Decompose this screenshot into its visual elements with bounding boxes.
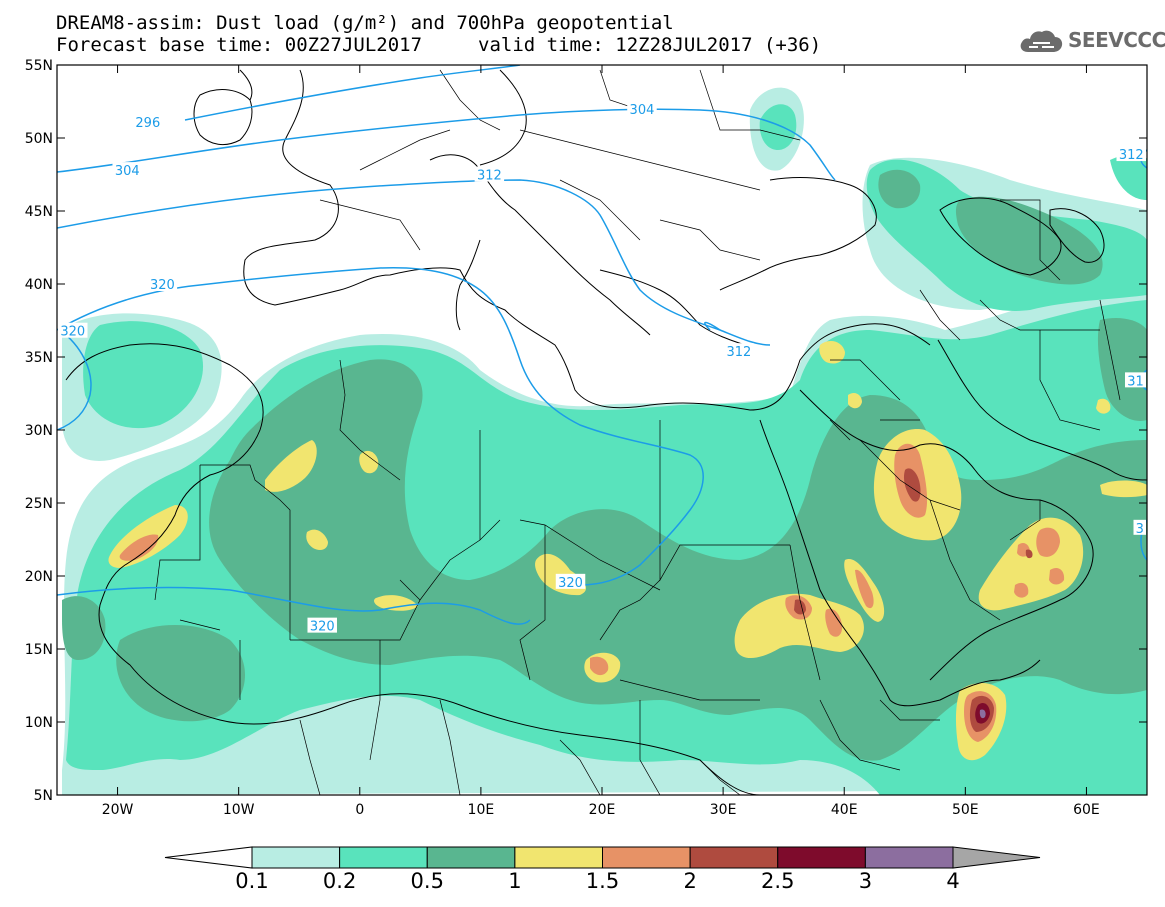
lon-tick-label: 0 xyxy=(355,802,364,818)
forecast-base-time: Forecast base time: 00Z27JUL2017 xyxy=(56,34,423,56)
cloud-icon xyxy=(1020,30,1063,52)
lat-tick-label: 15N xyxy=(25,642,53,658)
contour-label: 304 xyxy=(115,164,140,179)
contour-label: 320 xyxy=(60,325,85,340)
contour-label-bg xyxy=(133,113,163,129)
contour-label: 320 xyxy=(310,620,335,635)
lat-tick-label: 50N xyxy=(25,131,53,147)
contour-labels: 296 304 304 312 312 312 320 320 320 320 31 3 xyxy=(58,100,1146,635)
colorbar-box xyxy=(514,846,603,869)
contour-label-bg xyxy=(307,617,337,633)
colorbar-box xyxy=(251,846,341,869)
lat-tick-label: 40N xyxy=(25,277,53,293)
lon-tick-label: 50E xyxy=(952,802,979,818)
colorbar-over-triangle xyxy=(952,846,1041,869)
lon-tick-label: 60E xyxy=(1073,802,1100,818)
colorbar: 0.1 0.2 0.5 1 1.5 2 2.5 3 4 xyxy=(164,846,1041,893)
contour-label: 312 xyxy=(1119,148,1144,163)
colorbar-box xyxy=(689,846,779,869)
valid-time: valid time: 12Z28JUL2017 (+36) xyxy=(478,34,822,56)
longitude-ticks: 20W 10W 0 10E 20E 30E 40E 50E 60E xyxy=(102,65,1100,818)
contour-label: 312 xyxy=(726,345,751,360)
colorbar-label: 4 xyxy=(946,869,959,893)
lon-tick-label: 10E xyxy=(468,802,495,818)
contour-label: 3 xyxy=(1136,522,1144,537)
lat-tick-label: 30N xyxy=(25,423,53,439)
lat-tick-label: 5N xyxy=(34,788,53,804)
map-title: DREAM8-assim: Dust load (g/m²) and 700hP… xyxy=(56,12,674,34)
colorbar-label: 0.1 xyxy=(235,869,268,893)
contour-label: 320 xyxy=(558,576,583,591)
contour-label-bg xyxy=(1125,372,1146,388)
logo-text: SEEVCCC xyxy=(1068,28,1165,52)
colorbar-box xyxy=(602,846,691,869)
lat-tick-label: 25N xyxy=(25,496,53,512)
colorbar-label: 2.5 xyxy=(761,869,794,893)
contour-label-bg xyxy=(112,162,142,178)
colorbar-box xyxy=(339,846,428,869)
lon-tick-label: 40E xyxy=(831,802,858,818)
colorbar-box xyxy=(777,846,866,869)
colorbar-label: 2 xyxy=(683,869,696,893)
seevccc-logo: SEEVCCC xyxy=(1018,24,1165,56)
latitude-ticks: 55N 50N 45N 40N 35N 30N 25N 20N 15N 10N 5N xyxy=(25,58,1147,804)
coastlines xyxy=(65,69,1147,795)
lon-tick-label: 10W xyxy=(223,802,255,818)
colorbar-label: 0.2 xyxy=(323,869,356,893)
lat-tick-label: 20N xyxy=(25,569,53,585)
dust-level-3 xyxy=(979,709,986,719)
contour-label-bg xyxy=(58,322,88,338)
contour-label: 312 xyxy=(477,169,502,184)
lat-tick-label: 55N xyxy=(25,58,53,74)
contour-label: 304 xyxy=(630,103,655,118)
contour-label: 31 xyxy=(1127,374,1144,389)
colorbar-label: 1.5 xyxy=(586,869,619,893)
contour-label: 296 xyxy=(135,116,160,131)
country-borders xyxy=(154,69,1121,795)
contour-label-bg xyxy=(1116,146,1146,162)
lon-tick-label: 30E xyxy=(710,802,737,818)
colorbar-label: 0.5 xyxy=(411,869,444,893)
colorbar-label: 1 xyxy=(508,869,521,893)
contour-label: 320 xyxy=(150,278,175,293)
lat-tick-label: 35N xyxy=(25,350,53,366)
colorbar-label: 3 xyxy=(859,869,872,893)
lat-tick-label: 45N xyxy=(25,204,53,220)
contour-label-bg xyxy=(1133,519,1146,535)
contour-label-bg xyxy=(724,343,754,359)
colorbar-box xyxy=(864,846,954,869)
dust-load-fill xyxy=(62,87,1147,795)
geopotential-contours xyxy=(57,65,1147,625)
contour-label-bg xyxy=(147,276,178,291)
lat-tick-label: 10N xyxy=(25,715,53,731)
colorbar-under-triangle xyxy=(164,846,253,869)
lon-tick-label: 20E xyxy=(589,802,616,818)
lon-tick-label: 20W xyxy=(102,802,134,818)
contour-label-bg xyxy=(627,100,657,116)
contour-label-bg xyxy=(474,166,505,182)
contour-label-bg xyxy=(555,573,586,589)
colorbar-box xyxy=(426,846,516,869)
